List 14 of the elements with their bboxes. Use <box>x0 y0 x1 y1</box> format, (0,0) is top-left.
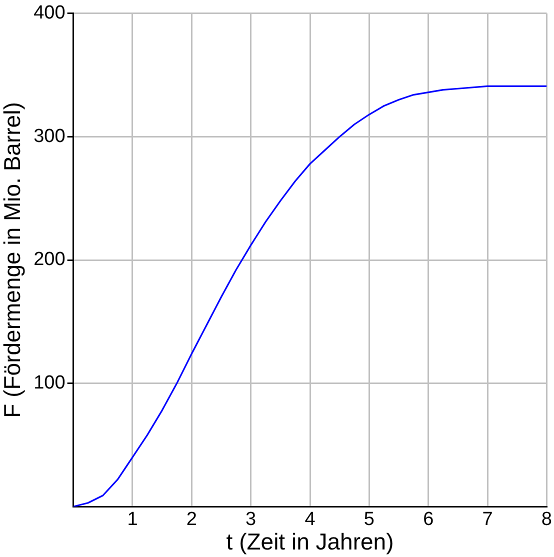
x-tick-label: 8 <box>541 509 552 530</box>
x-axis-title: t (Zeit in Jahren) <box>226 528 394 555</box>
x-tick-label: 7 <box>482 509 493 530</box>
y-tick-label: 200 <box>34 249 66 270</box>
x-tick-label: 3 <box>246 509 256 530</box>
x-tick-label: 1 <box>127 509 138 530</box>
y-tick-label: 100 <box>34 372 66 394</box>
x-tick-label: 4 <box>304 509 316 530</box>
x-tick-label: 6 <box>423 509 434 530</box>
y-tick-label: 300 <box>34 126 66 147</box>
y-axis-title: F (Fördermenge in Mio. Barrel) <box>0 102 26 418</box>
x-tick-label: 2 <box>186 509 197 530</box>
y-tick-label: 400 <box>34 2 66 24</box>
x-tick-label: 5 <box>364 509 374 530</box>
